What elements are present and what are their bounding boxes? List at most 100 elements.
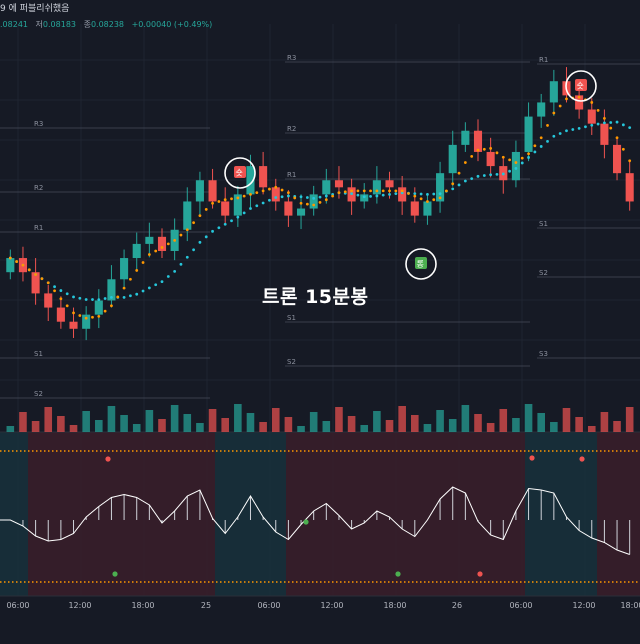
indicator-region xyxy=(597,432,640,596)
ema-fast-dot xyxy=(628,159,632,163)
ema-slow-dot xyxy=(388,192,391,196)
ema-slow-dot xyxy=(571,128,575,131)
pivot-level-label: R2 xyxy=(34,184,43,192)
signal-highlight-circle xyxy=(565,70,597,102)
candle-body xyxy=(524,116,533,152)
signal-highlight-circle xyxy=(405,248,437,280)
ohlc-close-key: 종 xyxy=(83,20,91,29)
candle-body xyxy=(511,151,520,181)
ema-slow-dot xyxy=(628,126,632,129)
chart-caption: 트론 15분봉 xyxy=(262,286,369,308)
candle-body xyxy=(600,123,609,145)
ema-fast-dot xyxy=(558,104,562,108)
ema-slow-dot xyxy=(135,292,139,296)
signal-label: 숏 xyxy=(236,169,243,178)
ema-fast-dot xyxy=(603,116,606,120)
volume-bar xyxy=(550,422,558,432)
ema-slow-dot xyxy=(533,150,537,154)
ema-slow-dot xyxy=(84,298,88,301)
volume-bar xyxy=(600,412,609,432)
candle-body xyxy=(56,307,65,322)
indicator-dot xyxy=(579,456,585,462)
ema-fast-dot xyxy=(110,304,113,308)
volume-bar xyxy=(512,418,520,432)
volume-bar xyxy=(145,410,154,432)
ema-fast-dot xyxy=(274,185,278,189)
ema-fast-dot xyxy=(40,277,44,281)
ema-slow-dot xyxy=(268,198,271,202)
ema-fast-dot xyxy=(21,263,25,267)
pivot-level-label: S1 xyxy=(287,314,296,322)
ema-slow-dot xyxy=(173,270,177,273)
volume-bar xyxy=(158,419,166,432)
candle-body xyxy=(486,151,495,167)
indicator-dot xyxy=(395,571,401,577)
ema-slow-dot xyxy=(103,297,107,300)
ema-slow-dot xyxy=(362,195,366,199)
x-tick-label: 06:00 xyxy=(257,601,281,610)
candle-body xyxy=(195,180,204,202)
ohlc-low-value: 0.08183 xyxy=(42,20,77,29)
ema-fast-dot xyxy=(179,233,183,237)
candle-body xyxy=(372,180,381,195)
ema-slow-dot xyxy=(91,298,94,301)
pivot-level-label: R1 xyxy=(287,171,296,179)
ema-fast-dot xyxy=(242,194,246,198)
ema-fast-dot xyxy=(147,253,151,256)
ema-fast-dot xyxy=(211,201,214,205)
ema-fast-dot xyxy=(217,200,221,203)
ema-slow-dot xyxy=(527,156,530,159)
candle-body xyxy=(69,321,78,329)
signal-badge xyxy=(234,166,246,178)
ema-fast-dot xyxy=(8,256,12,260)
ema-fast-dot xyxy=(375,189,379,193)
candle-body xyxy=(221,201,230,216)
candle-body xyxy=(334,180,344,188)
ema-fast-dot xyxy=(508,158,511,162)
x-tick-label: 12:00 xyxy=(320,601,344,610)
volume-bar xyxy=(246,413,255,432)
x-tick-label: 06:00 xyxy=(6,601,30,610)
ema-slow-dot xyxy=(160,280,164,284)
ema-fast-dot xyxy=(249,192,252,196)
candle-body xyxy=(625,173,634,202)
ema-slow-dot xyxy=(609,121,613,124)
ema-slow-dot xyxy=(236,215,240,219)
ema-fast-dot xyxy=(533,144,537,148)
ema-fast-dot xyxy=(65,304,69,308)
candle-body xyxy=(44,293,53,308)
ema-fast-dot xyxy=(615,136,619,140)
ema-slow-dot xyxy=(356,193,360,197)
ema-slow-dot xyxy=(482,174,486,177)
ema-fast-dot xyxy=(369,189,372,193)
ema-slow-dot xyxy=(369,194,372,198)
ema-slow-dot xyxy=(457,183,461,187)
candle-body xyxy=(296,208,306,216)
volume-bar xyxy=(82,411,90,432)
volume-bar xyxy=(537,413,545,432)
pivot-level-label: S2 xyxy=(287,358,296,366)
ema-slow-dot xyxy=(495,172,499,176)
volume-bar xyxy=(385,420,394,432)
ema-slow-dot xyxy=(419,192,423,196)
ema-slow-dot xyxy=(122,295,126,299)
pivot-level-label: S2 xyxy=(539,269,548,277)
x-tick-label: 18:00 xyxy=(620,601,640,610)
volume-bar xyxy=(69,425,78,432)
volume-bar xyxy=(411,415,419,432)
ema-fast-dot xyxy=(312,203,316,207)
indicator-dot xyxy=(303,519,309,525)
ema-slow-dot xyxy=(514,167,518,170)
candle-body xyxy=(284,201,293,216)
ema-fast-dot xyxy=(337,191,341,195)
ema-fast-dot xyxy=(350,189,353,193)
pivot-level-label: R3 xyxy=(287,54,296,62)
ema-fast-dot xyxy=(362,189,366,193)
volume-bar xyxy=(360,425,369,432)
signal-badge xyxy=(575,79,587,91)
candle-body xyxy=(94,300,103,315)
ema-fast-dot xyxy=(552,111,556,115)
ema-fast-dot xyxy=(173,238,177,242)
